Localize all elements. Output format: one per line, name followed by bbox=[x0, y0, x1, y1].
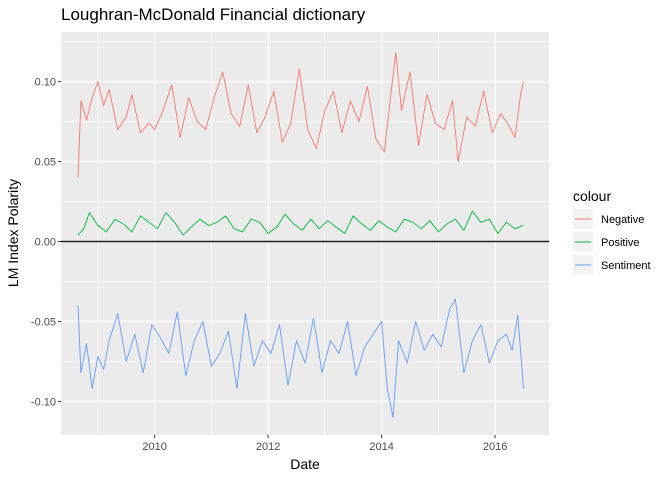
series-line-sentiment bbox=[77, 298, 524, 418]
x-axis-title: Date bbox=[290, 456, 320, 472]
x-axis: 2010 2012 2014 2016 bbox=[142, 435, 507, 453]
series-line-positive bbox=[77, 210, 524, 236]
y-tick-label: -0.05 bbox=[31, 316, 56, 328]
series-line-negative bbox=[77, 52, 524, 178]
legend-label-negative: Negative bbox=[601, 214, 644, 226]
x-tick-label: 2016 bbox=[483, 441, 507, 453]
plot-panel bbox=[61, 32, 549, 435]
y-tick-label: 0.00 bbox=[35, 236, 56, 248]
y-tick-label: 0.10 bbox=[35, 77, 56, 89]
legend-label-positive: Positive bbox=[601, 237, 640, 249]
y-tick-label: 0.05 bbox=[35, 157, 56, 169]
y-axis: -0.10 -0.05 0.00 0.05 0.10 bbox=[31, 77, 61, 408]
x-tick-label: 2010 bbox=[142, 441, 166, 453]
legend-title: colour bbox=[573, 188, 611, 204]
x-tick-label: 2012 bbox=[256, 441, 280, 453]
y-axis-title: LM Index Polarity bbox=[5, 179, 21, 287]
legend-label-sentiment: Sentiment bbox=[601, 260, 651, 272]
series-layer bbox=[77, 52, 524, 418]
grid-minor bbox=[61, 32, 549, 435]
x-tick-label: 2014 bbox=[369, 441, 393, 453]
legend: colour Negative Positive Sentiment bbox=[573, 188, 651, 275]
chart-title: Loughran-McDonald Financial dictionary bbox=[61, 5, 366, 24]
y-tick-label: -0.10 bbox=[31, 396, 56, 408]
